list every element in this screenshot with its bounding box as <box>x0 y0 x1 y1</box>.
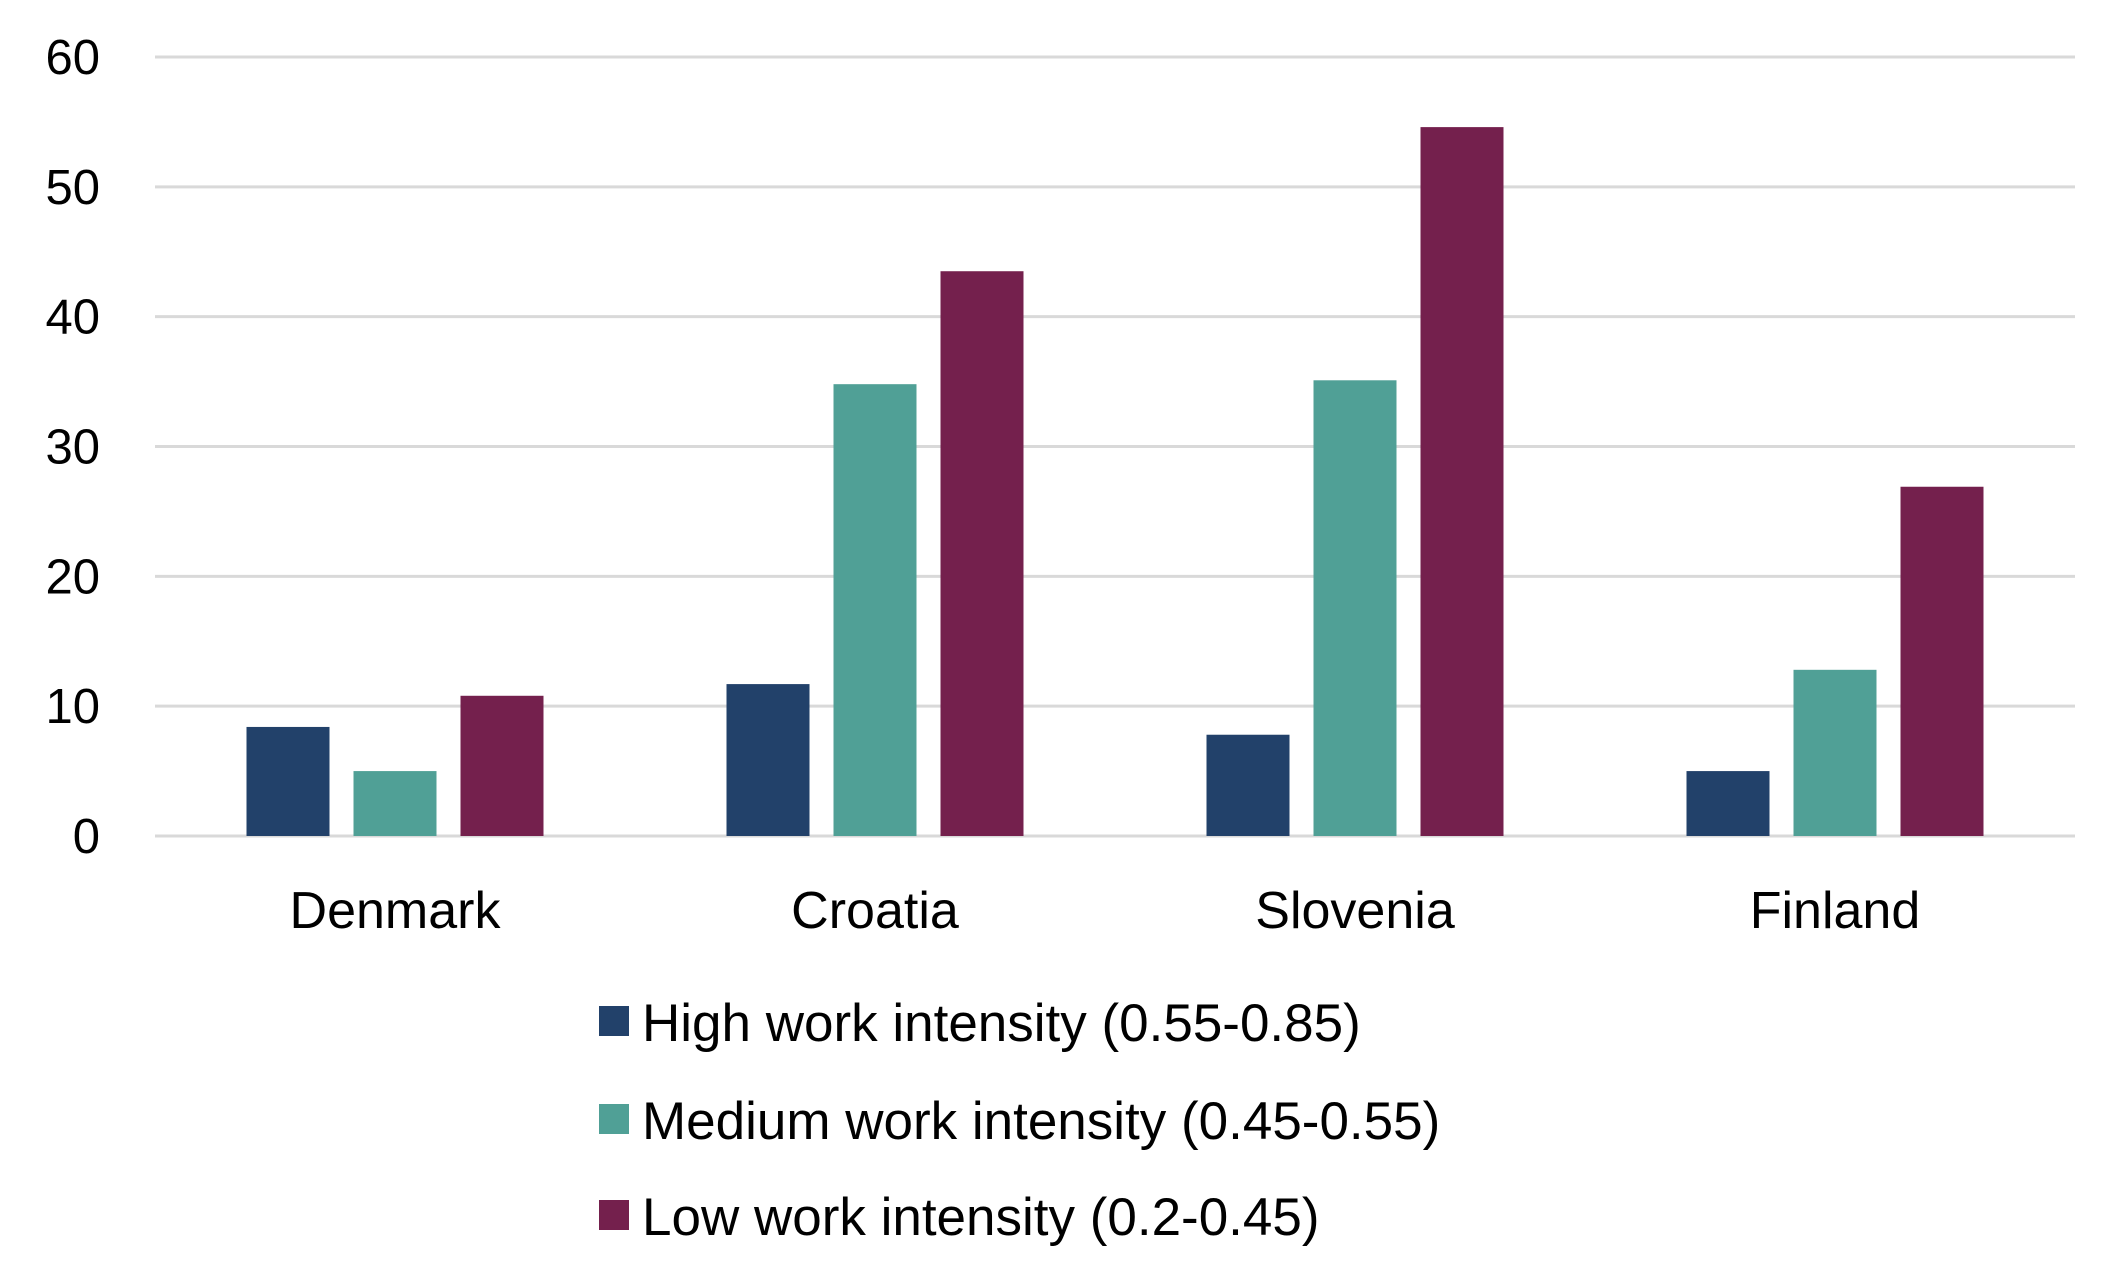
y-tick-label: 20 <box>45 550 100 604</box>
bar-slovenia-low <box>1420 127 1504 837</box>
x-category-label: Denmark <box>290 882 502 940</box>
legend-swatch <box>599 1104 629 1134</box>
y-tick-label: 50 <box>45 161 100 215</box>
bar-finland-medium <box>1793 669 1877 836</box>
bar-finland-low <box>1900 486 1984 836</box>
x-category-label: Croatia <box>791 882 959 940</box>
bars <box>246 127 1984 837</box>
gridlines <box>155 55 2075 838</box>
legend-item: Low work intensity (0.2-0.45) <box>599 1188 1320 1247</box>
y-axis-ticks: 0 10 20 30 40 50 60 <box>45 31 100 864</box>
bar-slovenia-medium <box>1313 380 1397 836</box>
legend: High work intensity (0.55-0.85) Medium wo… <box>599 994 1440 1247</box>
bar-slovenia-high <box>1206 734 1290 836</box>
y-tick-label: 10 <box>45 680 100 734</box>
bar-finland-high <box>1686 771 1770 836</box>
legend-item: Medium work intensity (0.45-0.55) <box>599 1092 1440 1151</box>
y-tick-label: 30 <box>45 421 100 475</box>
legend-label: Low work intensity (0.2-0.45) <box>642 1188 1320 1247</box>
y-tick-label: 60 <box>45 31 100 85</box>
bar-denmark-low <box>460 695 544 836</box>
legend-swatch <box>599 1006 629 1036</box>
bar-croatia-medium <box>833 384 917 836</box>
bar-croatia-high <box>726 684 810 836</box>
x-axis-categories: Denmark Croatia Slovenia Finland <box>290 882 1921 940</box>
bar-denmark-high <box>246 726 330 836</box>
y-tick-label: 40 <box>45 291 100 345</box>
legend-label: High work intensity (0.55-0.85) <box>642 994 1361 1053</box>
bar-croatia-low <box>940 271 1024 837</box>
x-category-label: Finland <box>1750 882 1921 940</box>
y-tick-label: 0 <box>73 810 100 864</box>
bar-denmark-medium <box>353 771 437 836</box>
x-category-label: Slovenia <box>1255 882 1455 940</box>
legend-label: Medium work intensity (0.45-0.55) <box>642 1092 1440 1151</box>
legend-item: High work intensity (0.55-0.85) <box>599 994 1361 1053</box>
legend-swatch <box>599 1200 629 1230</box>
